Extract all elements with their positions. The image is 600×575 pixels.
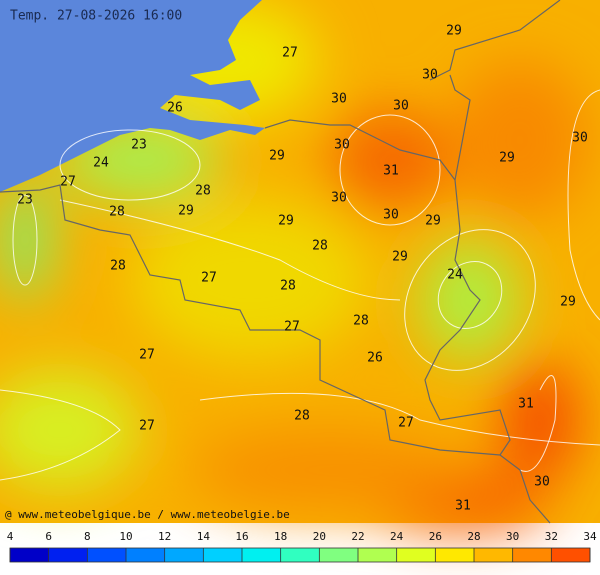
contour-label: 26	[367, 351, 383, 366]
contour-label: 27	[60, 175, 76, 190]
color-swatch	[164, 548, 204, 562]
color-swatch	[48, 548, 88, 562]
color-tick-label: 20	[313, 530, 326, 543]
color-tick-label: 12	[158, 530, 171, 543]
contour-label: 28	[294, 409, 310, 424]
contour-label: 30	[393, 99, 409, 114]
contour-label: 29	[178, 204, 194, 219]
color-tick-label: 10	[119, 530, 132, 543]
contour-label: 31	[518, 397, 534, 412]
contour-label: 26	[167, 101, 183, 116]
contour-label: 31	[383, 164, 399, 179]
contour-label: 27	[139, 419, 155, 434]
borders	[0, 0, 561, 524]
map-title: Temp. 27-08-2026 16:00	[10, 9, 182, 24]
color-swatch	[551, 548, 590, 562]
contour-label: 27	[282, 46, 298, 61]
contour-label: 27	[284, 320, 300, 335]
sea	[0, 0, 265, 192]
color-swatch	[435, 548, 474, 562]
color-swatch	[126, 548, 165, 562]
color-swatch	[474, 548, 513, 562]
contour-label: 28	[195, 184, 211, 199]
contour-label: 29	[446, 24, 462, 39]
color-swatch	[203, 548, 242, 562]
contour-label: 30	[331, 92, 347, 107]
color-swatch	[512, 548, 552, 562]
contour-label: 30	[422, 68, 438, 83]
color-tick-label: 32	[545, 530, 558, 543]
contour-label: 23	[17, 193, 33, 208]
contour-label: 30	[534, 475, 550, 490]
color-swatch	[87, 548, 126, 562]
color-tick-label: 26	[429, 530, 442, 543]
contour-label: 29	[560, 295, 576, 310]
contour-label: 29	[392, 250, 408, 265]
color-tick-label: 14	[197, 530, 211, 543]
contour-label: 29	[278, 214, 294, 229]
contour-label: 28	[109, 205, 125, 220]
contour-label: 30	[331, 191, 347, 206]
contour-label: 30	[572, 131, 588, 146]
color-swatch	[10, 548, 49, 562]
contour-label: 28	[110, 259, 126, 274]
color-tick-label: 16	[235, 530, 248, 543]
color-tick-label: 28	[467, 530, 480, 543]
color-tick-label: 22	[351, 530, 364, 543]
color-tick-label: 4	[7, 530, 14, 543]
contour-label: 27	[201, 271, 217, 286]
color-tick-label: 24	[390, 530, 404, 543]
contour-label: 31	[455, 499, 471, 514]
contour-label: 28	[280, 279, 296, 294]
color-swatch	[242, 548, 281, 562]
color-tick-label: 8	[84, 530, 91, 543]
contour-label: 28	[353, 314, 369, 329]
contour-label: 27	[398, 416, 414, 431]
color-tick-label: 30	[506, 530, 519, 543]
color-swatch	[319, 548, 358, 562]
isotherms	[0, 89, 600, 481]
color-swatch	[396, 548, 436, 562]
contour-label: 23	[131, 138, 147, 153]
color-tick-label: 6	[45, 530, 52, 543]
contour-label: 30	[383, 208, 399, 223]
contour-label: 29	[269, 149, 285, 164]
color-tick-label: 34	[583, 530, 597, 543]
color-tick-label: 18	[274, 530, 287, 543]
contour-label: 29	[499, 151, 515, 166]
contour-label: 24	[447, 268, 463, 283]
color-swatch	[358, 548, 397, 562]
contour-label: 24	[93, 156, 109, 171]
contour-label: 28	[312, 239, 328, 254]
contour-label: 30	[334, 138, 350, 153]
contour-label: 29	[425, 214, 441, 229]
color-swatch	[280, 548, 320, 562]
contour-label: 27	[139, 348, 155, 363]
credit: @ www.meteobelgique.be / www.meteobelgie…	[5, 508, 290, 521]
